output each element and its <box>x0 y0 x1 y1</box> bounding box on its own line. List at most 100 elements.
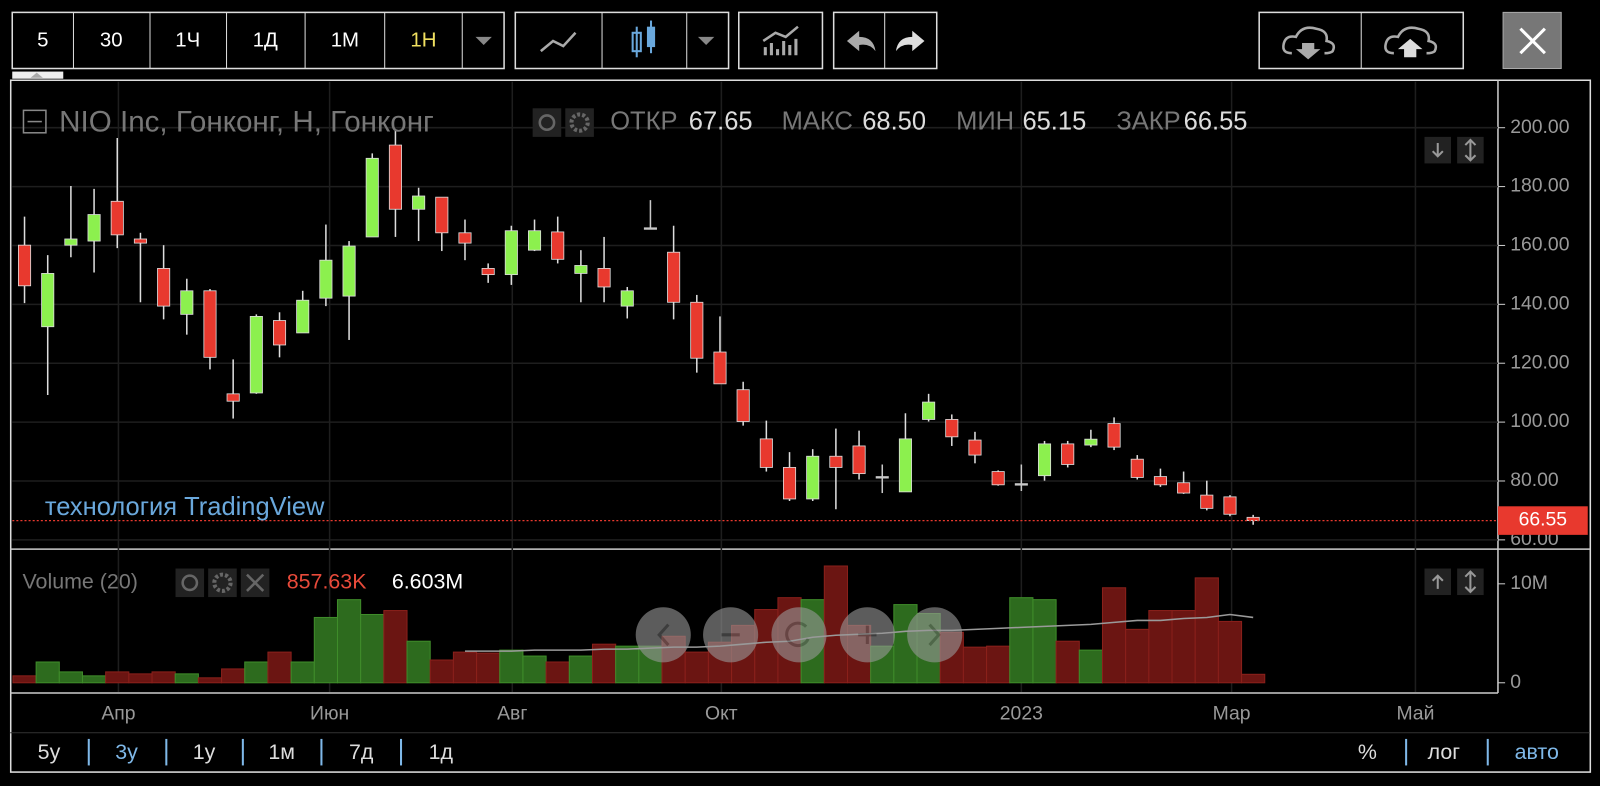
volume-bar <box>499 649 524 684</box>
range-button[interactable]: 1м <box>268 740 295 764</box>
candle-body <box>157 268 171 307</box>
interval-button[interactable]: 5 <box>37 29 48 51</box>
volume-bar <box>1171 610 1196 684</box>
download-arrow <box>1295 43 1321 60</box>
ohlc-value: 66.55 <box>1184 107 1248 135</box>
candle-body <box>574 265 588 274</box>
range-button[interactable]: 5y <box>38 740 61 764</box>
x-tick-label: 2023 <box>1000 703 1043 725</box>
dropdown-arrow[interactable] <box>697 36 715 46</box>
volume-bar <box>1101 587 1127 684</box>
scroll-left-button[interactable] <box>635 607 691 663</box>
candle-chart-icon[interactable] <box>631 20 656 58</box>
candle-body <box>1061 443 1075 465</box>
watermark: технология TradingView <box>45 493 325 521</box>
volume-bar <box>151 671 176 684</box>
chart-frame <box>9 79 1592 773</box>
range-button[interactable]: 1д <box>429 740 454 764</box>
volume-bar <box>58 671 83 684</box>
undo-icon[interactable] <box>846 30 876 52</box>
redo-icon[interactable] <box>895 30 925 52</box>
price-pane <box>12 129 1498 525</box>
candle-body <box>690 301 704 359</box>
last-price-tag <box>1497 506 1588 535</box>
candle-body <box>1014 483 1028 486</box>
scale-button[interactable]: % <box>1358 740 1377 764</box>
volume-bar <box>406 640 431 684</box>
volume-bar <box>1078 649 1103 684</box>
candle-body <box>667 251 681 303</box>
maximize-glyph <box>1464 138 1477 162</box>
volume-bar <box>35 661 60 684</box>
volume-bar <box>81 675 107 684</box>
volume-bar <box>1009 597 1034 684</box>
reset-button[interactable] <box>771 607 827 663</box>
indicators-icon[interactable] <box>763 38 798 56</box>
range-button-active[interactable]: 3y <box>115 740 138 764</box>
ohlc-value: 65.15 <box>1022 107 1086 135</box>
candle-body <box>968 439 982 456</box>
axes: Апр Июн Авг Окт 2023 Мар Май60.0080.00100.0012… <box>101 116 1588 725</box>
volume-bar <box>128 673 153 684</box>
candle-body <box>991 471 1005 486</box>
up-glyph <box>1431 574 1444 589</box>
cloud-download-icon[interactable] <box>1282 26 1336 55</box>
candle-body <box>527 230 542 251</box>
gear-glyph <box>569 112 590 133</box>
scale-button-active[interactable]: авто <box>1515 740 1559 764</box>
interval-button[interactable]: 30 <box>100 29 123 51</box>
x-tick-label: Апр <box>101 703 135 725</box>
visibility-icon[interactable] <box>532 108 562 137</box>
candle-body <box>458 232 472 244</box>
last-price-label: 66.55 <box>1519 509 1568 531</box>
cloud-upload-icon[interactable] <box>1384 26 1438 55</box>
candle-body <box>922 401 936 420</box>
volume-bar <box>221 668 246 684</box>
y-tick-label: 200.00 <box>1510 116 1569 138</box>
candle-body <box>365 157 379 238</box>
close-button[interactable] <box>1502 11 1562 70</box>
y-tick-label: 80.00 <box>1510 469 1559 491</box>
line-chart-icon[interactable] <box>539 31 577 53</box>
right-glyph <box>928 623 941 647</box>
x-tick-label: Май <box>1396 703 1434 725</box>
reset-glyph <box>785 621 810 648</box>
range-button[interactable]: 7д <box>349 740 374 764</box>
down-glyph <box>1431 143 1444 158</box>
candle-body <box>319 259 333 299</box>
candle-body <box>226 393 240 402</box>
ohlc-value: 68.50 <box>862 107 926 135</box>
y-tick-label: 10M <box>1510 572 1548 594</box>
collapse-icon[interactable] <box>22 109 47 134</box>
gear-glyph <box>212 572 233 593</box>
scroll-right-button[interactable] <box>907 607 963 663</box>
range-button[interactable]: 1y <box>193 740 216 764</box>
candle-body <box>597 268 611 288</box>
volume-bar <box>267 651 292 684</box>
scale-button[interactable]: лог <box>1428 740 1461 764</box>
candle-body <box>782 467 797 500</box>
candle-body <box>875 476 889 479</box>
volume-bar <box>476 652 501 684</box>
remove-glyph <box>246 573 265 592</box>
candle-body <box>643 227 657 230</box>
interval-button[interactable]: 1Д <box>253 29 278 51</box>
interval-button-active[interactable]: 1Н <box>410 29 436 51</box>
volume-bar <box>615 645 640 684</box>
candle-body <box>412 195 426 210</box>
eye-glyph <box>181 574 199 592</box>
eye-glyph <box>538 114 556 132</box>
candle-body <box>388 144 402 210</box>
y-tick-label: 120.00 <box>1510 351 1569 373</box>
volume-bar <box>452 651 478 684</box>
interval-button[interactable]: 1М <box>331 29 359 51</box>
candle-body <box>1084 438 1098 446</box>
interval-button[interactable]: 1Ч <box>175 29 200 51</box>
y-tick-label: 140.00 <box>1510 292 1569 314</box>
visibility-icon[interactable] <box>175 568 205 598</box>
candle-body <box>64 238 78 246</box>
volume-title: Volume (20) <box>22 569 137 593</box>
dropdown-arrow[interactable] <box>475 36 492 46</box>
volume-bar <box>336 599 362 684</box>
candle-body <box>1153 476 1167 486</box>
